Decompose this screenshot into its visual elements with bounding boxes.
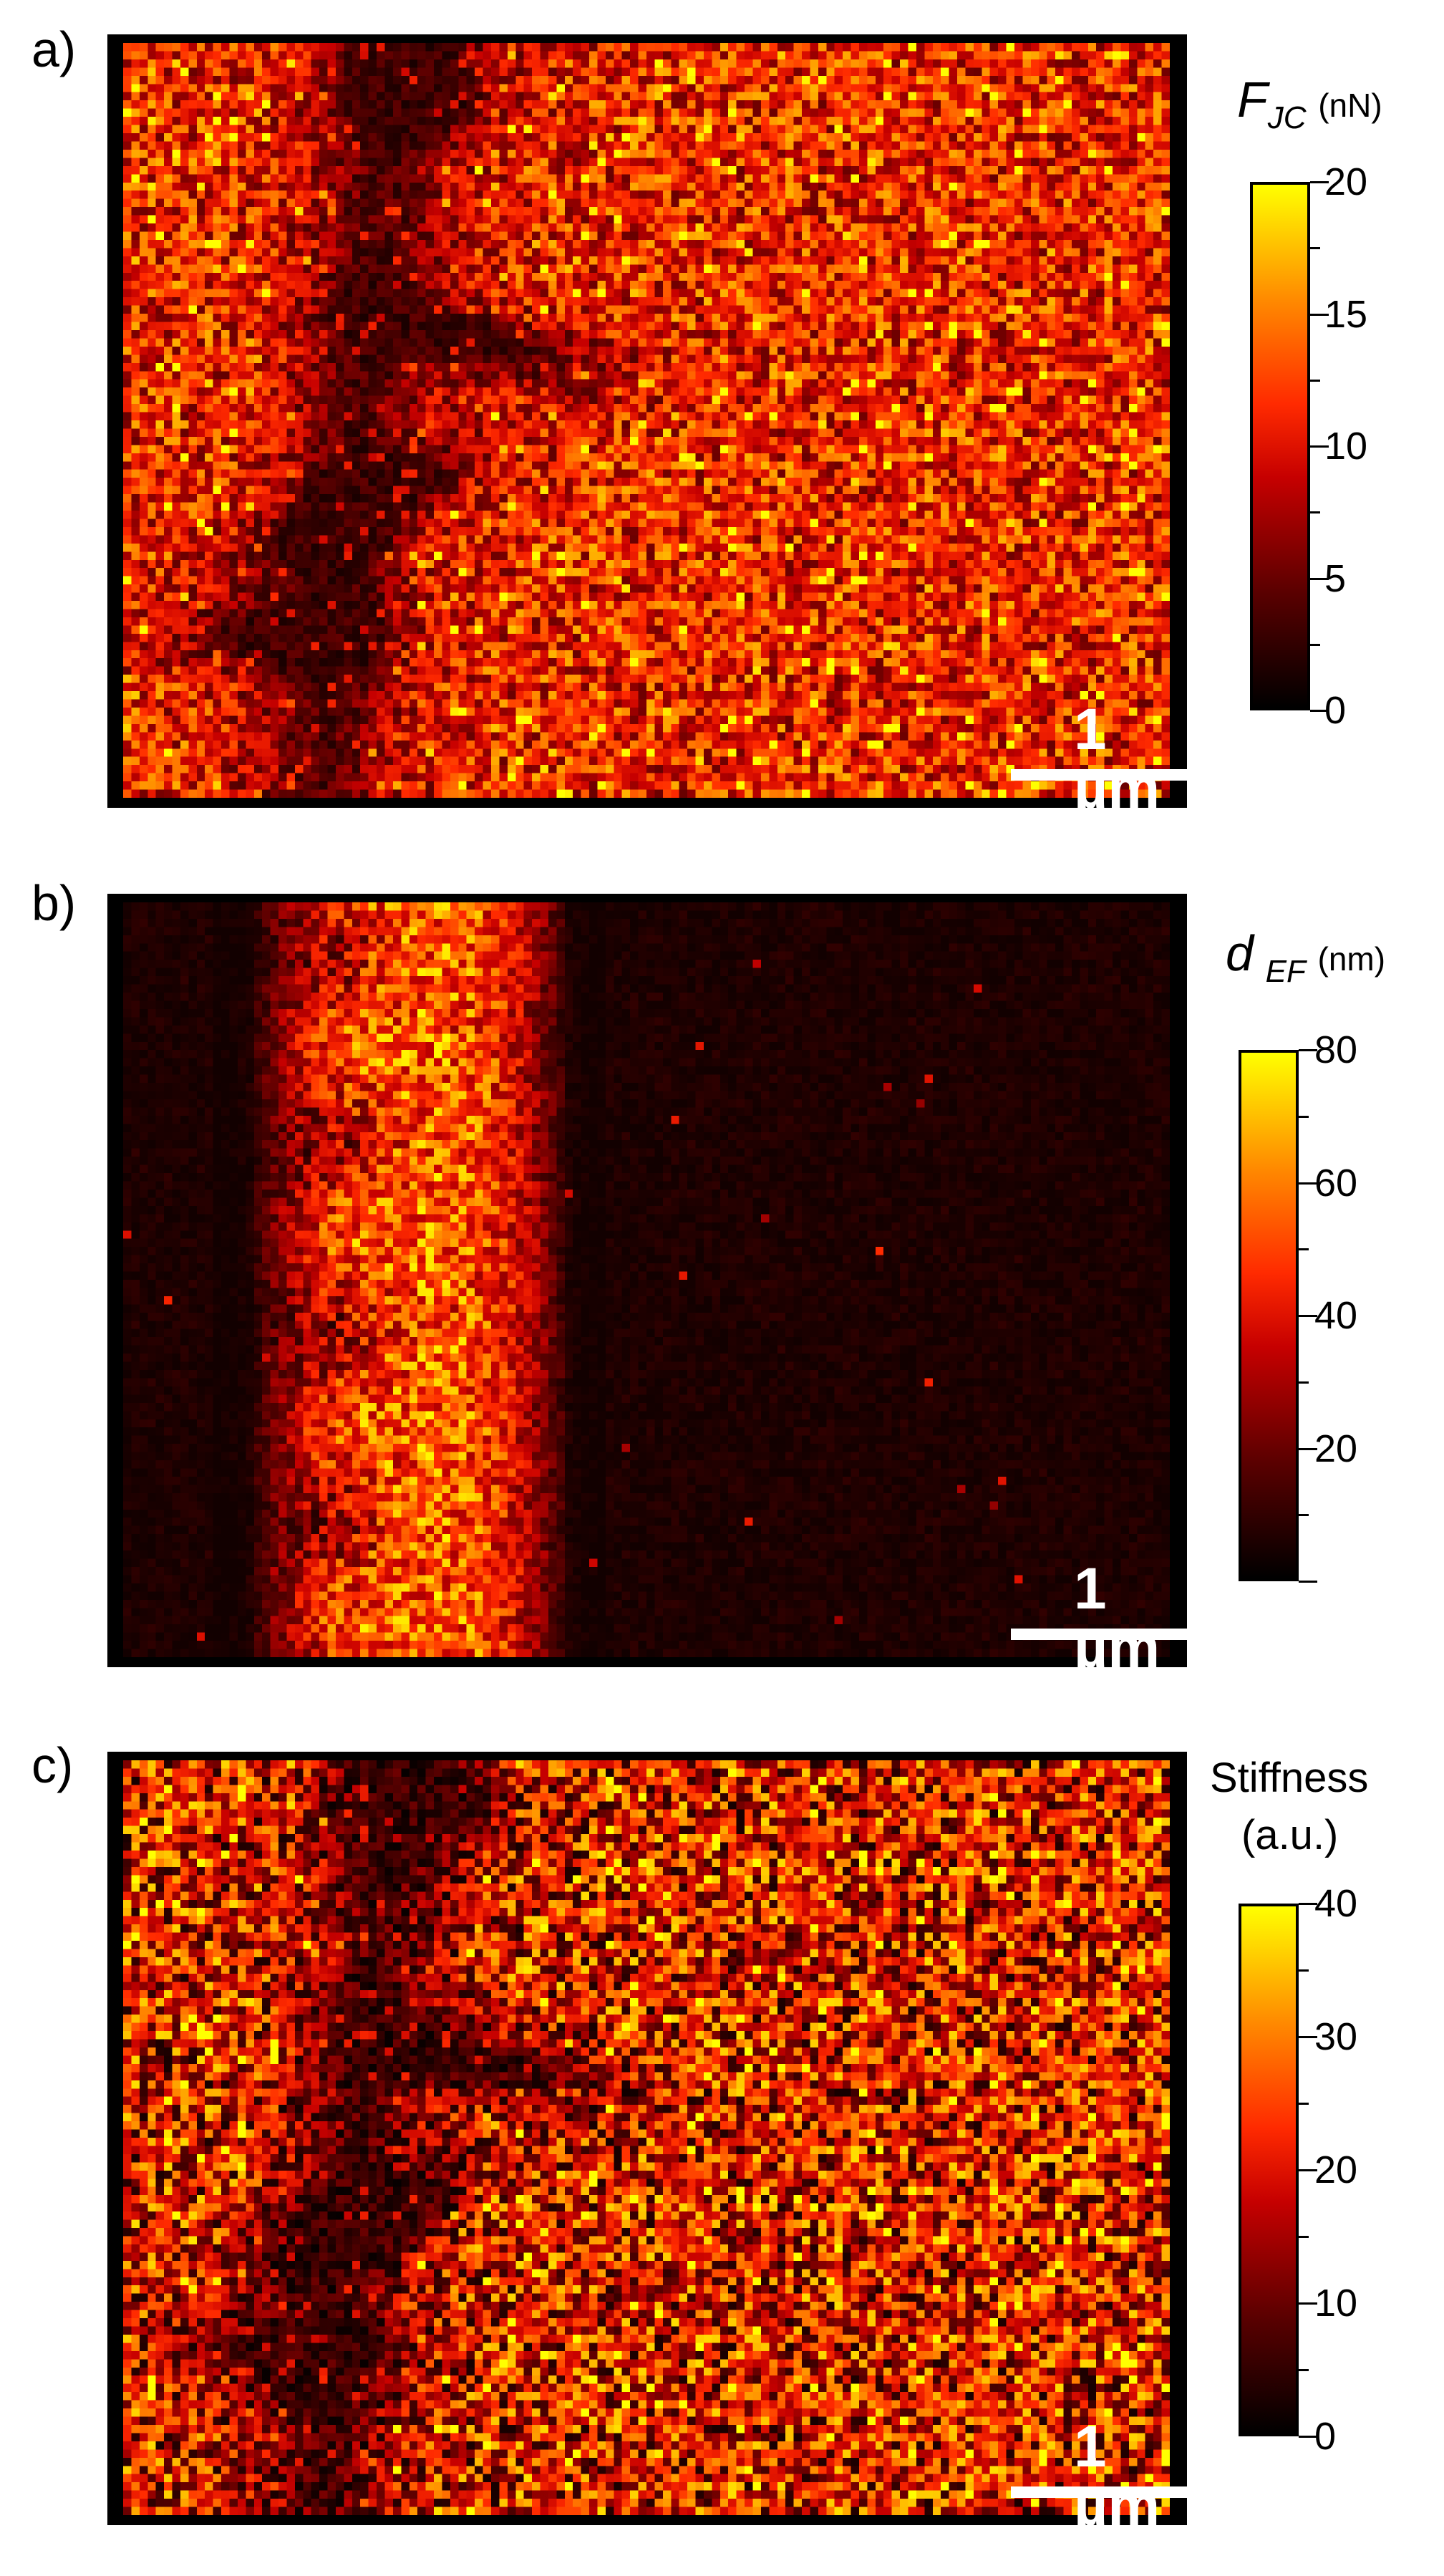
colorbar-tick-label: 10	[1324, 425, 1368, 468]
colorbar-tick-label: 10	[1314, 2282, 1358, 2325]
panel-b-map: 1 µm	[107, 894, 1230, 1677]
colorbar-tick	[1299, 1969, 1309, 1972]
colorbar-tick	[1299, 2036, 1317, 2038]
panel-c-colorbar-title-line2: (a.u.)	[1241, 1812, 1339, 1858]
panel-b-colorbar-symbol: d	[1226, 925, 1254, 981]
panel-b-colorbar-title: d EF (nm)	[1226, 925, 1386, 988]
colorbar-tick	[1310, 511, 1320, 514]
panel-a-colorbar-unit: (nN)	[1318, 87, 1382, 124]
colorbar-tick	[1310, 710, 1329, 712]
colorbar-tick	[1299, 1903, 1317, 1905]
panel-a-colorbar	[1250, 182, 1310, 710]
colorbar-tick	[1310, 577, 1329, 580]
colorbar-tick-label: 40	[1314, 1882, 1358, 1925]
colorbar-tick	[1299, 1514, 1309, 1517]
colorbar-tick	[1310, 313, 1329, 316]
colorbar-tick	[1299, 1248, 1309, 1251]
colorbar-tick-label: 5	[1324, 556, 1347, 600]
panel-a-colorbar-title: FJC (nN)	[1237, 72, 1382, 134]
colorbar-tick-label: 40	[1314, 1294, 1358, 1337]
panel-c-map: 1 µm	[107, 1752, 1230, 2535]
panel-b-label: b)	[32, 875, 77, 931]
colorbar-tick	[1299, 2103, 1309, 2105]
colorbar-tick-label: 60	[1314, 1161, 1358, 1205]
colorbar-tick	[1310, 379, 1320, 382]
colorbar-tick-label: 20	[1324, 160, 1368, 203]
panel-a: a) 1 µm FJC (nN) 20 15 10 5 0	[0, 0, 1444, 845]
panel-c-scale-label: 1 µm	[1074, 2414, 1160, 2538]
panel-b-colorbar-unit: (nm)	[1317, 940, 1386, 978]
panel-b-colorbar	[1239, 1050, 1299, 1581]
colorbar-tick	[1310, 445, 1329, 448]
colorbar-tick	[1299, 1315, 1317, 1317]
colorbar-tick	[1299, 2436, 1317, 2438]
colorbar-tick	[1299, 2169, 1317, 2171]
colorbar-tick	[1299, 1581, 1317, 1583]
panel-b-scale-bar	[1011, 1629, 1230, 1640]
panel-a-scale-bar	[1011, 769, 1230, 781]
colorbar-tick	[1299, 2302, 1317, 2305]
panel-b-colorbar-subscript: EF	[1265, 954, 1306, 989]
colorbar-tick	[1310, 181, 1329, 183]
colorbar-tick-label: 20	[1314, 2148, 1358, 2191]
colorbar-tick	[1310, 643, 1320, 646]
colorbar-tick	[1299, 2369, 1309, 2371]
colorbar-tick	[1299, 2236, 1309, 2238]
colorbar-tick-label: 15	[1324, 292, 1368, 336]
colorbar-tick	[1299, 1115, 1309, 1118]
colorbar-tick	[1299, 1049, 1317, 1051]
panel-a-colorbar-subscript: JC	[1267, 100, 1307, 135]
colorbar-tick	[1310, 247, 1320, 250]
panel-c-colorbar	[1239, 1904, 1299, 2436]
panel-a-map: 1 µm	[107, 34, 1230, 818]
colorbar-tick-label: 0	[1314, 2415, 1337, 2458]
panel-b: b) 1 µm d EF (nm) 80 60 40 20	[0, 859, 1444, 1704]
panel-c-colorbar-title-line1: Stiffness	[1210, 1755, 1369, 1801]
colorbar-tick-label: 20	[1314, 1427, 1358, 1470]
panel-a-heatmap	[123, 43, 1170, 798]
panel-a-label: a)	[32, 21, 77, 77]
colorbar-tick-label: 80	[1314, 1028, 1358, 1071]
panel-a-colorbar-symbol: F	[1237, 72, 1268, 127]
panel-a-scale-label: 1 µm	[1074, 697, 1160, 821]
panel-b-heatmap	[123, 902, 1170, 1657]
colorbar-tick-label: 0	[1324, 689, 1347, 732]
panel-c-label: c)	[32, 1737, 74, 1793]
colorbar-tick-label: 30	[1314, 2015, 1358, 2058]
colorbar-tick	[1299, 1381, 1309, 1384]
panel-c-heatmap	[123, 1760, 1170, 2515]
colorbar-tick	[1299, 1182, 1317, 1185]
panel-b-scale-label: 1 µm	[1074, 1556, 1160, 1680]
panel-c: c) 1 µm Stiffness (a.u.) 40 30 20 10 0	[0, 1726, 1444, 2576]
panel-c-scale-bar	[1011, 2486, 1230, 2498]
colorbar-tick	[1299, 1447, 1317, 1450]
